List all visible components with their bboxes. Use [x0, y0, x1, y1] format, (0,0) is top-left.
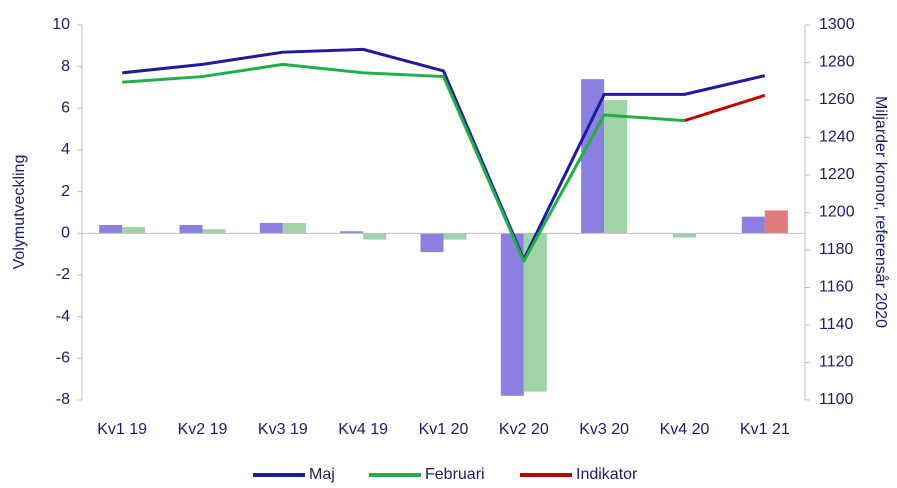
y2-tick-label: 1260 — [819, 91, 855, 108]
y-tick-label: -4 — [56, 308, 70, 325]
y-tick-label: 8 — [61, 58, 70, 75]
bar — [282, 222, 306, 234]
bar — [122, 227, 146, 234]
legend-label: Maj — [309, 466, 335, 483]
bar — [202, 229, 226, 234]
y-tick-label: 4 — [61, 141, 70, 158]
y2-tick-label: 1280 — [819, 54, 855, 71]
y2-tick-label: 1120 — [819, 354, 854, 371]
y-axis-label: Volymutveckling — [11, 155, 28, 270]
y2-tick-label: 1180 — [819, 241, 854, 258]
y2-tick-label: 1160 — [819, 279, 854, 296]
bar — [363, 233, 387, 240]
y-tick-label: -8 — [56, 391, 70, 408]
x-tick-label: Kv2 20 — [499, 421, 549, 438]
bar — [523, 233, 547, 392]
legend-label: Februari — [425, 466, 485, 483]
y-tick-label: 10 — [52, 16, 70, 33]
y2-tick-label: 1140 — [819, 316, 854, 333]
line — [684, 93, 766, 123]
y-tick-label: 0 — [61, 225, 70, 242]
bar — [581, 79, 605, 234]
x-tick-label: Kv4 20 — [660, 421, 710, 438]
bar — [673, 233, 696, 238]
x-tick-label: Kv1 19 — [97, 421, 147, 438]
y-tick-label: -6 — [56, 350, 70, 367]
line — [122, 47, 766, 261]
bar — [99, 225, 123, 234]
bar — [741, 216, 765, 234]
y2-tick-label: 1300 — [819, 16, 855, 33]
bar — [179, 225, 203, 234]
y-tick-label: 6 — [61, 100, 70, 117]
y-tick-label: 2 — [61, 183, 70, 200]
x-tick-label: Kv2 19 — [178, 421, 228, 438]
y2-axis-label: Miljarder kronor, referensår 2020 — [872, 96, 890, 328]
bar — [764, 210, 788, 234]
line — [122, 62, 685, 263]
y2-tick-label: 1220 — [819, 166, 855, 183]
y2-tick-label: 1240 — [819, 129, 855, 146]
bar — [420, 233, 444, 253]
x-tick-label: Kv4 19 — [338, 421, 388, 438]
y-tick-label: -2 — [56, 266, 70, 283]
x-tick-label: Kv3 20 — [579, 421, 629, 438]
bar — [340, 231, 364, 234]
legend-label: Indikator — [576, 466, 638, 483]
y2-tick-label: 1200 — [819, 204, 855, 221]
x-tick-label: Kv1 21 — [740, 421, 790, 438]
y2-tick-label: 1100 — [819, 391, 854, 408]
bar — [604, 100, 628, 234]
bar — [443, 233, 467, 240]
bar — [259, 222, 283, 234]
x-tick-label: Kv1 20 — [419, 421, 469, 438]
x-tick-label: Kv3 19 — [258, 421, 308, 438]
bar — [500, 233, 524, 396]
